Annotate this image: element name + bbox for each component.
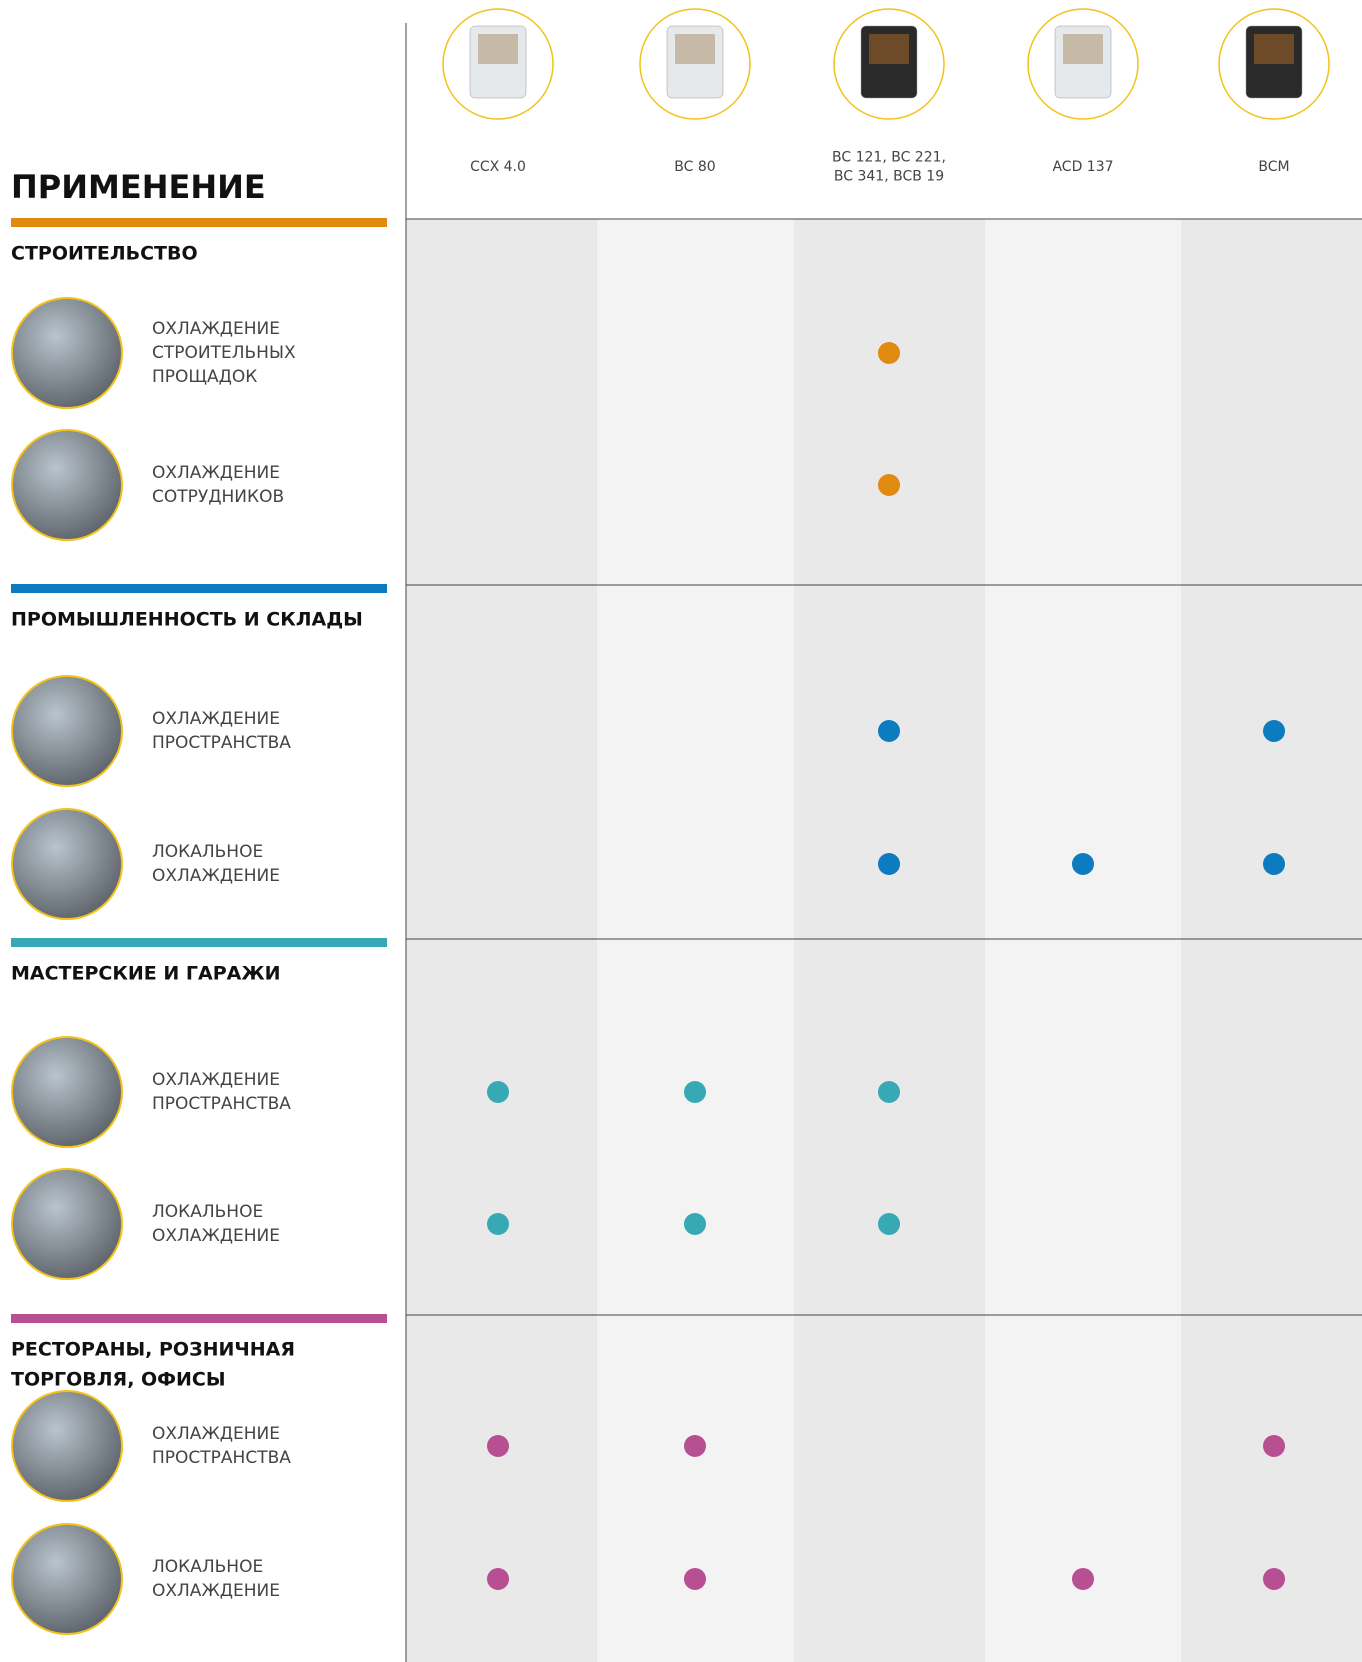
row-photo xyxy=(12,1391,122,1501)
row-photo xyxy=(12,1524,122,1634)
section-title: ТОРГОВЛЯ, ОФИСЫ xyxy=(11,1369,226,1391)
section-title: СТРОИТЕЛЬСТВО xyxy=(11,243,198,265)
product-grille xyxy=(869,34,909,64)
product-grille xyxy=(1254,34,1294,64)
row-label: ОХЛАЖДЕНИЕ xyxy=(152,1424,280,1444)
row-photo xyxy=(12,430,122,540)
section-bar xyxy=(11,938,387,947)
product-grille xyxy=(675,34,715,64)
dot xyxy=(878,342,900,364)
dot xyxy=(684,1435,706,1457)
row-label: ОХЛАЖДЕНИЕ xyxy=(152,709,280,729)
row-label: ОХЛАЖДЕНИЕ xyxy=(152,463,280,483)
row-label: ПРОЩАДОК xyxy=(152,367,257,387)
row-label: ЛОКАЛЬНОЕ xyxy=(152,1202,263,1222)
band xyxy=(794,219,985,1662)
product-name: BC 341, BCB 19 xyxy=(834,169,944,185)
row-photo xyxy=(12,676,122,786)
row-photo xyxy=(12,1037,122,1147)
column-bands xyxy=(406,219,1362,1662)
section-title: ПРОМЫШЛЕННОСТЬ И СКЛАДЫ xyxy=(11,609,363,631)
band xyxy=(985,219,1181,1662)
row-photo xyxy=(12,809,122,919)
product-name: BC 80 xyxy=(674,159,715,175)
dot xyxy=(1072,853,1094,875)
dot xyxy=(878,853,900,875)
row-label: ОХЛАЖДЕНИЕ xyxy=(152,1070,280,1090)
dot xyxy=(487,1435,509,1457)
row-label: ПРОСТРАНСТВА xyxy=(152,1094,291,1114)
product-name: ACD 137 xyxy=(1052,159,1113,175)
row-label: СОТРУДНИКОВ xyxy=(152,487,284,507)
row-label: ПРОСТРАНСТВА xyxy=(152,733,291,753)
row-photo xyxy=(12,1169,122,1279)
page-title: ПРИМЕНЕНИЕ xyxy=(11,168,266,206)
row-label: СТРОИТЕЛЬНЫХ xyxy=(152,343,296,363)
dot xyxy=(878,1081,900,1103)
dot xyxy=(487,1568,509,1590)
product-grille xyxy=(478,34,518,64)
product-name: BC 121, BC 221, xyxy=(832,150,946,166)
section-bar xyxy=(11,584,387,593)
row-label: ОХЛАЖДЕНИЕ xyxy=(152,1581,280,1601)
section-bar xyxy=(11,218,387,227)
section-bar xyxy=(11,1314,387,1323)
dot xyxy=(1263,1435,1285,1457)
dot xyxy=(684,1568,706,1590)
row-label: ОХЛАЖДЕНИЕ xyxy=(152,1226,280,1246)
row-label: ОХЛАЖДЕНИЕ xyxy=(152,319,280,339)
dot xyxy=(487,1081,509,1103)
dot xyxy=(1072,1568,1094,1590)
section-title: МАСТЕРСКИЕ И ГАРАЖИ xyxy=(11,963,281,985)
product-name: CCX 4.0 xyxy=(470,159,526,175)
dot xyxy=(878,474,900,496)
dot xyxy=(878,1213,900,1235)
dot xyxy=(1263,853,1285,875)
row-label: ОХЛАЖДЕНИЕ xyxy=(152,866,280,886)
dot xyxy=(1263,720,1285,742)
row-label: ЛОКАЛЬНОЕ xyxy=(152,842,263,862)
product-name: BCM xyxy=(1258,159,1289,175)
dot xyxy=(684,1081,706,1103)
section-title: РЕСТОРАНЫ, РОЗНИЧНАЯ xyxy=(11,1339,295,1361)
dot xyxy=(487,1213,509,1235)
row-photo xyxy=(12,298,122,408)
dot xyxy=(878,720,900,742)
row-label: ЛОКАЛЬНОЕ xyxy=(152,1557,263,1577)
page: ПРИМЕНЕНИЕ CCX 4.0 BC 80 BC 121, BC 221, BC… xyxy=(0,0,1362,1662)
dot xyxy=(684,1213,706,1235)
product-grille xyxy=(1063,34,1103,64)
row-label: ПРОСТРАНСТВА xyxy=(152,1448,291,1468)
dot xyxy=(1263,1568,1285,1590)
